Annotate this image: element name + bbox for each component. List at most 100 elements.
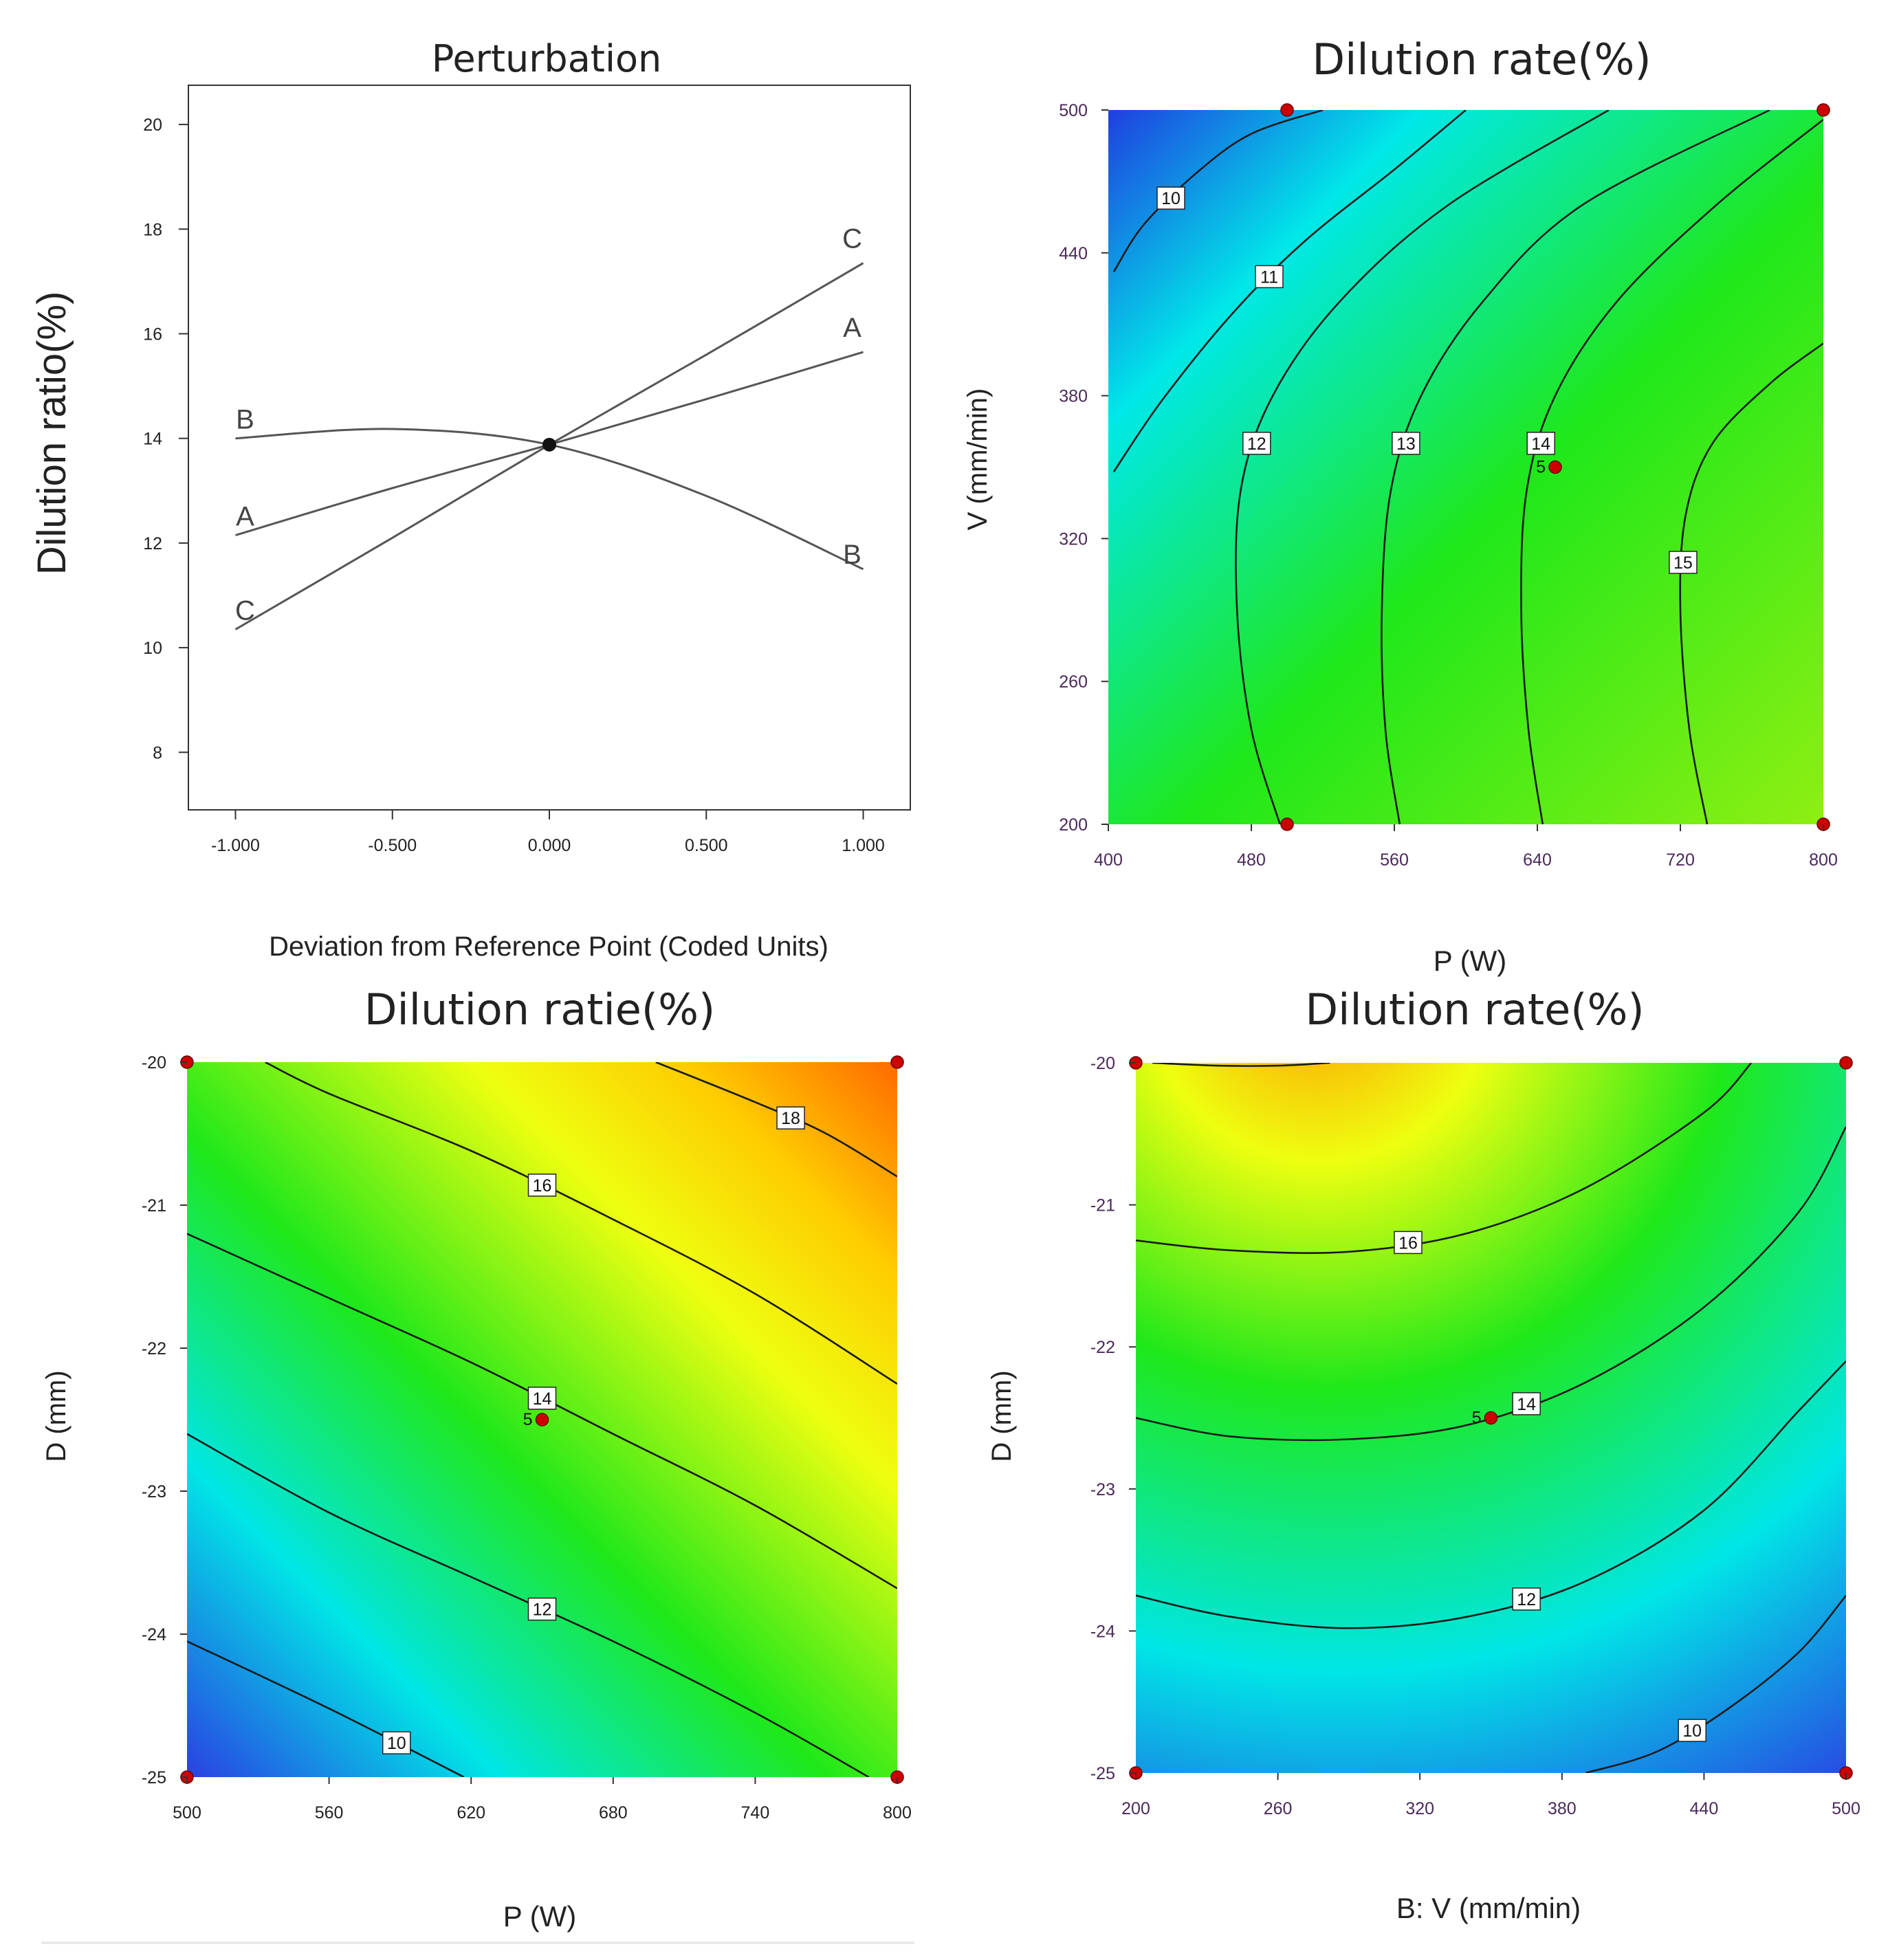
series-label-a-start: A — [236, 501, 254, 531]
svg-text:11: 11 — [1260, 267, 1278, 287]
contour-label: 12 — [1512, 1587, 1541, 1611]
contour-line — [1112, 110, 1324, 273]
svg-text:12: 12 — [1517, 1590, 1536, 1609]
contour-label: 10 — [382, 1731, 411, 1754]
y-tick-label: 260 — [1059, 672, 1088, 692]
contour-line — [1679, 342, 1823, 824]
svg-text:18: 18 — [781, 1109, 800, 1128]
contour-label: 12 — [1242, 432, 1271, 455]
contour-line — [265, 1062, 897, 1385]
center-point — [535, 1413, 549, 1427]
y-tick-label: 380 — [1059, 387, 1088, 406]
contour-labels: 10 12 14 16 — [1394, 1231, 1706, 1742]
y-tick-label: -20 — [142, 1053, 166, 1072]
contour-line — [1585, 1594, 1846, 1773]
contour-labels: 10 12 14 16 18 — [382, 1106, 805, 1754]
x-tick-label: 400 — [1094, 850, 1123, 870]
center-point-count: 5 — [1536, 458, 1546, 477]
x-axis-label: B: V (mm/min) — [1396, 1892, 1581, 1924]
x-tick-label: 380 — [1548, 1799, 1577, 1818]
y-tick-label: -25 — [142, 1768, 166, 1787]
contour-label: 16 — [527, 1174, 557, 1197]
design-point — [1839, 1056, 1853, 1070]
y-tick-label: -24 — [1090, 1622, 1115, 1641]
x-tick-label: 720 — [1666, 850, 1695, 870]
perturbation-title: Perturbation — [432, 37, 661, 80]
y-tick-label: 14 — [143, 430, 162, 449]
y-tick-label: -24 — [142, 1625, 166, 1644]
x-ticks: 200 260 320 380 440 500 — [1121, 1773, 1860, 1818]
svg-text:12: 12 — [1247, 434, 1266, 454]
x-tick-label: 620 — [457, 1803, 485, 1823]
contour-line — [1136, 1063, 1753, 1254]
contour-panel-p-v: Dilution rate(%) 10 11 12 13 14 15 5 200 260 32… — [963, 34, 1838, 977]
svg-text:15: 15 — [1673, 553, 1693, 573]
x-tick-label: 480 — [1237, 850, 1266, 870]
svg-text:16: 16 — [533, 1176, 552, 1196]
center-point — [1548, 460, 1562, 474]
series-label-a-end: A — [843, 313, 861, 343]
x-tick-label: 500 — [1832, 1799, 1860, 1818]
svg-text:12: 12 — [533, 1600, 552, 1620]
x-ticks: -1.000 -0.500 0.000 0.500 1.000 — [211, 810, 885, 855]
y-tick-label: 440 — [1059, 244, 1088, 263]
y-tick-label: 8 — [153, 743, 162, 762]
contour-label: 14 — [1526, 432, 1555, 455]
series-labels: A A B B C C — [235, 224, 862, 626]
contour-label: 16 — [1394, 1231, 1423, 1255]
y-tick-label: -21 — [142, 1196, 166, 1215]
contour-panel-v-d: Dilution rate(%) 10 12 14 16 5 -25 -24 -23 -22… — [987, 984, 1860, 1924]
x-tick-label: 500 — [173, 1803, 201, 1823]
y-tick-label: -23 — [142, 1482, 166, 1501]
series-label-c-end: C — [842, 224, 862, 254]
x-tick-label: 1.000 — [842, 836, 885, 855]
x-tick-label: 640 — [1523, 850, 1552, 870]
contour-line — [1152, 1063, 1330, 1067]
contour-label: 10 — [1156, 186, 1185, 210]
design-point — [1280, 103, 1294, 117]
contour-label: 14 — [527, 1387, 557, 1410]
y-tick-label: 500 — [1059, 101, 1088, 120]
x-tick-label: 680 — [599, 1803, 628, 1823]
contour-title-3: Dilution rate(%) — [1305, 984, 1644, 1035]
y-tick-label: 320 — [1059, 529, 1088, 549]
series-label-b-end: B — [843, 540, 861, 570]
y-ticks: 200 260 320 380 440 500 — [1059, 101, 1108, 835]
y-tick-label: 10 — [143, 639, 162, 658]
x-tick-label: 320 — [1405, 1799, 1434, 1818]
y-axis-label: D (mm) — [41, 1370, 72, 1462]
y-ticks: 8 10 12 14 16 18 20 — [143, 115, 188, 762]
x-ticks: 500 560 620 680 740 800 — [173, 1777, 912, 1823]
x-tick-label: 0.500 — [685, 836, 728, 855]
y-axis-label: Dilution ratio(%) — [30, 291, 74, 575]
y-tick-label: 200 — [1059, 815, 1088, 835]
x-tick-label: 440 — [1690, 1799, 1719, 1818]
svg-text:10: 10 — [387, 1734, 406, 1753]
x-tick-label: 560 — [315, 1803, 344, 1823]
design-point — [1816, 103, 1830, 117]
svg-text:14: 14 — [1531, 434, 1550, 454]
y-tick-label: 18 — [143, 220, 162, 239]
design-point — [1280, 817, 1294, 831]
y-tick-label: -22 — [1090, 1338, 1115, 1357]
contour-label: 18 — [776, 1106, 805, 1130]
contour-label: 13 — [1392, 432, 1420, 455]
svg-text:13: 13 — [1396, 434, 1416, 454]
contour-fill — [1108, 110, 1823, 824]
contour-label: 15 — [1669, 551, 1698, 574]
x-axis-label: Deviation from Reference Point (Coded Un… — [269, 932, 828, 962]
x-tick-label: -1.000 — [211, 836, 260, 855]
x-axis-label: P (W) — [1434, 945, 1507, 977]
y-ticks: -25 -24 -23 -22 -21 -20 — [1090, 1054, 1136, 1783]
x-tick-label: 200 — [1121, 1799, 1150, 1818]
x-tick-label: 800 — [1809, 850, 1838, 870]
y-ticks: -25 -24 -23 -22 -21 -20 — [142, 1053, 187, 1787]
design-point — [890, 1055, 904, 1069]
y-axis-label: D (mm) — [987, 1370, 1017, 1462]
x-tick-label: -0.500 — [368, 836, 417, 855]
x-tick-label: 800 — [883, 1803, 912, 1823]
contour-line — [1381, 110, 1770, 824]
x-tick-label: 740 — [741, 1803, 770, 1823]
y-tick-label: -25 — [1090, 1764, 1115, 1783]
